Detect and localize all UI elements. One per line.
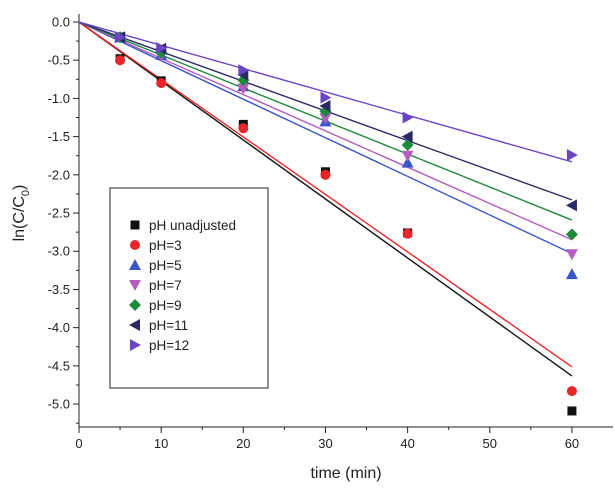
x-tick-label: 20 xyxy=(236,436,250,451)
legend-label-ph-5: pH=5 xyxy=(149,258,182,273)
y-tick-label: -3.5 xyxy=(48,282,70,297)
data-point-ph-3 xyxy=(566,386,577,397)
data-point-ph-3 xyxy=(402,228,413,239)
fit-line-ph-12 xyxy=(78,21,573,163)
y-axis-title-close: ) xyxy=(11,185,28,190)
legend: pH unadjusted pH=3 pH=5 pH=7 pH=9 pH=11 pH=12 xyxy=(109,187,269,389)
data-point-ph-7 xyxy=(565,249,578,261)
data-point-ph-5 xyxy=(565,268,578,280)
data-point-ph-5 xyxy=(401,156,414,168)
data-point-ph-12 xyxy=(156,41,168,54)
x-tick-label: 50 xyxy=(483,436,497,451)
y-tick-label: -2.0 xyxy=(48,167,70,182)
legend-marker-ph-7 xyxy=(129,280,141,291)
x-tick-label: 30 xyxy=(318,436,332,451)
y-tick-label: -0.5 xyxy=(48,53,70,68)
data-point-ph-7 xyxy=(319,113,332,125)
y-axis-title-group: ln(C/C0) xyxy=(11,185,32,242)
x-tick-label: 10 xyxy=(154,436,168,451)
data-point-ph-12 xyxy=(402,111,414,124)
y-tick-label: 0.0 xyxy=(52,15,70,30)
y-tick-label: -3.0 xyxy=(48,244,70,259)
legend-label-ph-12: pH=12 xyxy=(149,338,189,353)
data-point-ph-11 xyxy=(401,130,413,143)
legend-label-ph-7: pH=7 xyxy=(149,278,182,293)
data-point-ph-9 xyxy=(401,139,414,152)
y-tick-label: -1.5 xyxy=(48,129,70,144)
data-point-ph-7 xyxy=(401,150,414,162)
data-point-ph-3 xyxy=(156,78,167,89)
data-point-ph-9 xyxy=(565,228,578,241)
y-axis-title-main: ln(C/C xyxy=(11,196,28,241)
data-point-ph-12 xyxy=(238,64,250,77)
legend-label-ph-3: pH=3 xyxy=(149,238,182,253)
x-tick-label: 40 xyxy=(400,436,414,451)
y-tick-label: -2.5 xyxy=(48,206,70,221)
data-point-ph-12 xyxy=(115,31,127,44)
legend-marker-ph-11 xyxy=(129,319,140,331)
data-point-ph-3 xyxy=(320,169,331,180)
y-tick-label: -4.0 xyxy=(48,320,70,335)
x-tick-label: 0 xyxy=(75,436,82,451)
y-tick-label: -5.0 xyxy=(48,397,70,412)
y-tick-label: -4.5 xyxy=(48,358,70,373)
legend-marker-ph-12 xyxy=(130,339,141,351)
legend-label-ph-unadjusted: pH unadjusted xyxy=(149,218,236,233)
legend-marker-ph-5 xyxy=(129,259,141,270)
data-point-ph-3 xyxy=(238,123,249,134)
data-point-ph-12 xyxy=(320,91,332,104)
data-points-group xyxy=(114,31,578,416)
data-point-ph-11 xyxy=(565,199,577,212)
legend-marker-ph-3 xyxy=(130,240,140,250)
data-point-ph-3 xyxy=(115,55,126,66)
y-tick-label: -1.0 xyxy=(48,91,70,106)
legend-marker-ph-9 xyxy=(129,299,141,311)
data-point-ph-7 xyxy=(237,83,250,95)
data-point-ph-12 xyxy=(566,148,578,161)
data-point-ph-unadjusted xyxy=(567,406,577,416)
axes-group: 0 10 20 30 40 50 60 0.0 -0.5 -1.0 -1.5 -2.0 -2.5 -3.0… xyxy=(48,14,613,451)
x-axis-title: time (min) xyxy=(310,465,381,482)
legend-label-ph-9: pH=9 xyxy=(149,298,182,313)
y-axis-title-subscript: 0 xyxy=(20,190,32,196)
y-axis-title: ln(C/C0) xyxy=(11,185,32,242)
data-point-ph-11 xyxy=(319,100,331,113)
legend-marker-ph-unadjusted xyxy=(130,220,140,230)
x-tick-label: 60 xyxy=(565,436,579,451)
legend-label-ph-11: pH=11 xyxy=(149,318,188,333)
